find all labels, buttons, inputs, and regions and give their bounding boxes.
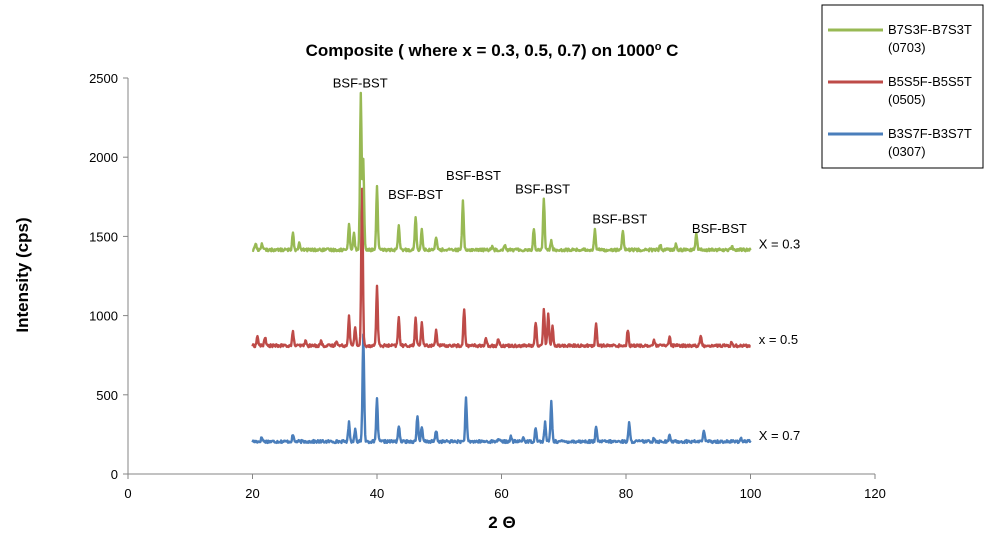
y-tick-label: 500 — [96, 388, 118, 403]
peak-annotation: BSF-BST — [333, 76, 388, 91]
y-tick-label: 0 — [111, 467, 118, 482]
x-tick-label: 40 — [370, 486, 384, 501]
peak-annotation: BSF-BST — [692, 221, 747, 236]
y-tick-label: 2000 — [89, 150, 118, 165]
legend-label-sub: (0307) — [888, 144, 926, 159]
legend-label-sub: (0703) — [888, 40, 926, 55]
x-axis-title: 2 Θ — [488, 513, 515, 532]
series-line-2 — [251, 187, 752, 349]
y-tick-label: 2500 — [89, 71, 118, 86]
legend-label: B5S5F-B5S5T — [888, 74, 972, 89]
legend-label-sub: (0505) — [888, 92, 926, 107]
chart-title-main: Composite ( where x = 0.3, 0.5, 0.7) on … — [306, 41, 655, 60]
y-axis-title: Intensity (cps) — [13, 217, 32, 332]
legend-box — [821, 4, 984, 169]
legend-label: B3S7F-B3S7T — [888, 126, 972, 141]
series-line-3 — [251, 91, 752, 253]
x-tick-label: 60 — [494, 486, 508, 501]
x-tick-label: 20 — [245, 486, 259, 501]
series-line-1 — [251, 333, 752, 445]
legend-label: B7S3F-B7S3T — [888, 22, 972, 37]
peak-annotation: BSF-BST — [515, 182, 570, 197]
series-composition-label: X = 0.7 — [759, 428, 801, 443]
series-layer: X = 0.7 x = 0.5 X = 0.3 — [251, 91, 801, 445]
series-composition-label: x = 0.5 — [759, 332, 798, 347]
axes: 0 500 1000 1500 2000 2500 0 20 40 60 80 100 120 — [89, 71, 886, 501]
legend: B7S3F-B7S3T (0703) B5S5F-B5S5T (0505) B3S7F-… — [821, 4, 984, 169]
chart-title: Composite ( where x = 0.3, 0.5, 0.7) on … — [306, 41, 679, 60]
y-tick-label: 1000 — [89, 309, 118, 324]
x-tick-label: 100 — [740, 486, 762, 501]
peak-annotation: BSF-BST — [446, 168, 501, 183]
x-tick-label: 120 — [864, 486, 886, 501]
chart-title-end: C — [661, 41, 678, 60]
peak-annotation: BSF-BST — [388, 187, 443, 202]
x-tick-label: 0 — [124, 486, 131, 501]
series-composition-label: X = 0.3 — [759, 236, 801, 251]
chart-title-superscript: o — [655, 41, 662, 53]
annotations-layer: BSF-BSTBSF-BSTBSF-BSTBSF-BSTBSF-BSTBSF-B… — [333, 76, 747, 237]
peak-annotation: BSF-BST — [592, 212, 647, 227]
x-tick-label: 80 — [619, 486, 633, 501]
y-tick-label: 1500 — [89, 229, 118, 244]
